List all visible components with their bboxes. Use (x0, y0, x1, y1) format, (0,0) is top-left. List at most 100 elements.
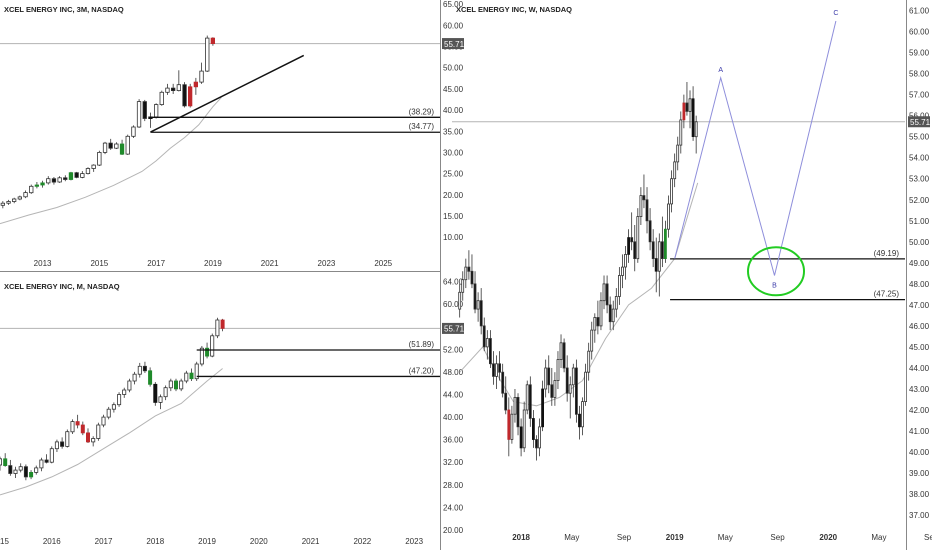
y-tick-label: 48.00 (443, 368, 464, 377)
candle-body (101, 416, 106, 426)
candle (17, 195, 23, 201)
candle-body (136, 101, 142, 128)
candle (137, 362, 142, 378)
candle (458, 283, 462, 318)
candle-body (0, 458, 3, 466)
candle-body (605, 283, 609, 306)
current-price-tag (442, 38, 464, 50)
candle (657, 233, 661, 297)
x-tick-label: 2017 (147, 259, 165, 268)
candle (627, 229, 630, 263)
candle-body (85, 168, 91, 174)
pattern-point-b: B (772, 282, 777, 289)
candle-body (673, 161, 677, 180)
candle-body (562, 342, 566, 369)
candle-body (590, 329, 594, 352)
candle-body (170, 87, 176, 91)
candle-body (220, 319, 225, 329)
candle (111, 402, 116, 413)
candle (125, 134, 130, 155)
candle (682, 94, 686, 129)
candle (485, 330, 489, 360)
candle (470, 254, 474, 289)
moving-average-line (0, 368, 223, 496)
candle (220, 318, 225, 332)
y-tick-label: 25.00 (443, 170, 464, 179)
candle (676, 136, 680, 171)
y-tick-label: 50.00 (443, 64, 464, 73)
candle-body (127, 380, 132, 391)
candle-body (694, 121, 698, 138)
candle (153, 382, 158, 406)
candle-body (70, 421, 75, 433)
candle (176, 70, 182, 92)
candle-body (682, 102, 686, 121)
candle-body (571, 367, 575, 386)
candle-body (0, 202, 6, 206)
candle-body (63, 177, 68, 180)
candle (492, 351, 495, 385)
y-tick-label: 56.00 (909, 112, 930, 121)
candle (522, 401, 526, 453)
y-tick-label: 61.00 (909, 7, 930, 16)
candle (673, 153, 677, 188)
candle-body (215, 319, 220, 337)
candle (127, 378, 132, 393)
candle (467, 250, 471, 280)
y-tick-label: 36.00 (443, 436, 464, 445)
candle (96, 422, 101, 441)
y-tick-label: 40.00 (909, 448, 930, 457)
candle-body (153, 104, 159, 118)
candle (636, 208, 640, 263)
candle-body (193, 81, 199, 88)
candle-body (568, 384, 572, 394)
current-price-tag (442, 322, 464, 334)
y-tick-label: 10.00 (443, 233, 464, 242)
y-tick-label: 50.00 (909, 238, 930, 247)
level-label: (49.19) (874, 249, 900, 258)
candle-body (645, 199, 649, 222)
candle (608, 296, 612, 331)
candle-body (122, 389, 127, 395)
candle-body (179, 380, 184, 390)
candle (199, 62, 204, 84)
candle (507, 397, 511, 457)
candle-body (97, 151, 102, 166)
candle (602, 275, 606, 310)
candle (482, 317, 486, 352)
candle-body (507, 409, 511, 440)
candle (556, 351, 560, 390)
candle (8, 459, 13, 476)
candle-body (39, 459, 44, 469)
y-tick-label: 42.00 (909, 406, 930, 415)
candle (74, 171, 79, 179)
candle-body (648, 220, 652, 243)
candle (80, 421, 85, 436)
candle-body (624, 253, 627, 268)
candle (670, 170, 673, 213)
candle-body (541, 388, 544, 428)
candle (599, 292, 603, 331)
candle (75, 414, 80, 429)
candle (173, 378, 178, 392)
candle-body (44, 459, 49, 463)
x-tick-label: 2018 (512, 533, 530, 542)
current-price-label: 55.71 (910, 118, 931, 127)
y-tick-label: 54.00 (909, 154, 930, 163)
y-tick-label: 32.00 (443, 458, 464, 467)
chart-title: XCEL ENERGY INC, W, NASDAQ (456, 5, 572, 14)
candle-body (553, 380, 557, 398)
candle-body (132, 373, 137, 382)
y-tick-label: 52.00 (443, 345, 464, 354)
candle (476, 292, 480, 322)
candle-body (470, 270, 474, 285)
x-tick-label: Sep (924, 533, 932, 542)
candle-body (636, 216, 640, 260)
candle-body (528, 384, 532, 419)
candle (568, 376, 572, 419)
candle-body (611, 308, 615, 323)
candle-body (676, 144, 680, 163)
candle-body (485, 338, 489, 348)
candle-body (654, 258, 658, 272)
candle (581, 397, 584, 436)
